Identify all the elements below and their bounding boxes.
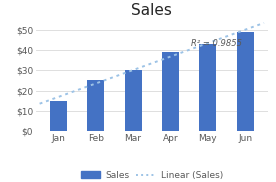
Bar xyxy=(125,70,142,131)
Bar xyxy=(200,44,216,131)
Bar xyxy=(237,32,254,131)
Bar xyxy=(87,80,104,131)
Title: Sales: Sales xyxy=(131,3,172,18)
Bar xyxy=(50,101,67,131)
Text: R² = 0.9855: R² = 0.9855 xyxy=(191,39,242,48)
Legend: Sales, Linear (Sales): Sales, Linear (Sales) xyxy=(77,167,227,182)
Bar xyxy=(162,52,179,131)
